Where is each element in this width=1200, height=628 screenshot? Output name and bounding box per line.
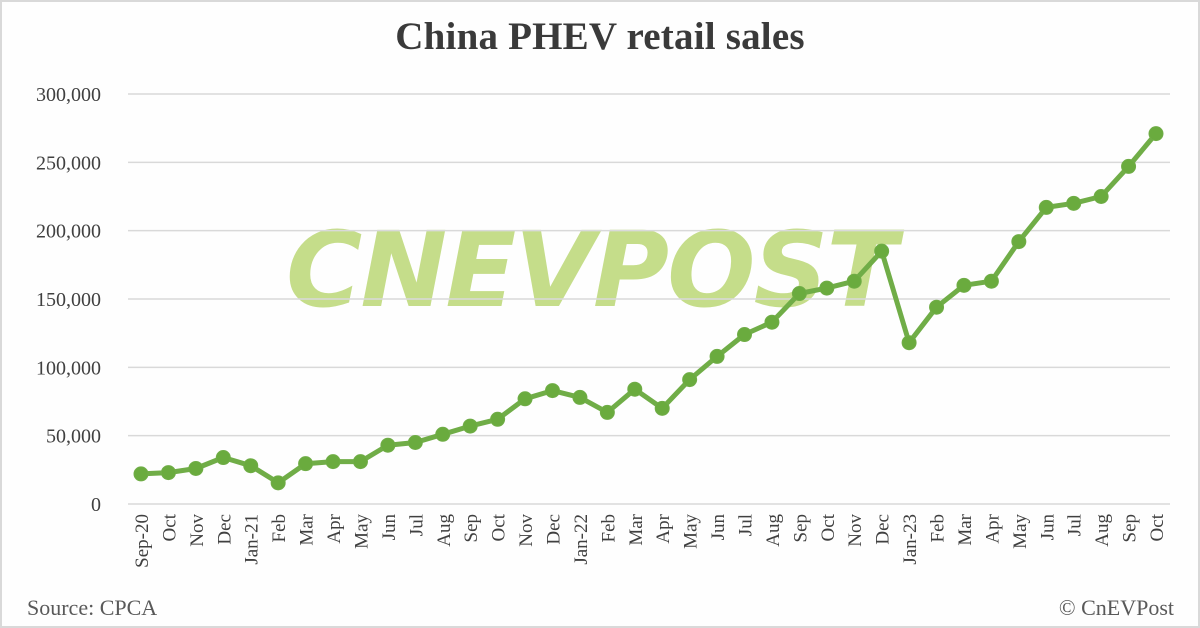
gridlines: [128, 93, 1170, 505]
data-point-marker: [983, 273, 999, 289]
source-note: Source: CPCA: [27, 595, 158, 620]
x-tick-label: Aug: [434, 514, 455, 547]
data-point-marker: [462, 418, 478, 434]
x-tick-label: Nov: [516, 514, 537, 547]
x-tick-label: Feb: [269, 514, 290, 543]
data-point-marker: [298, 456, 314, 472]
x-tick-label: May: [681, 514, 702, 549]
data-point-marker: [1066, 195, 1082, 211]
y-axis-ticks: 0 50,000 100,000 150,000 200,000 250,000 300,0…: [36, 84, 101, 516]
x-tick-label: Apr: [653, 513, 674, 543]
x-tick-label: Mar: [626, 513, 647, 545]
x-tick-label: Jan-23: [900, 514, 921, 565]
data-point-marker: [1093, 189, 1109, 204]
data-point-marker: [791, 286, 807, 302]
data-point-marker: [737, 327, 753, 343]
data-point-marker: [874, 243, 890, 259]
x-tick-label: Jan-21: [242, 514, 263, 565]
data-point-marker: [325, 454, 341, 470]
x-tick-label: Aug: [1092, 514, 1113, 547]
data-point-marker: [1121, 158, 1137, 174]
data-point-marker: [544, 383, 560, 399]
x-tick-label: Dec: [214, 514, 235, 545]
x-tick-label: Oct: [818, 513, 839, 541]
x-tick-label: May: [1010, 514, 1031, 549]
x-tick-label: Mar: [955, 513, 976, 545]
data-point-marker: [188, 460, 204, 476]
y-tick-label: 200,000: [36, 221, 101, 243]
y-tick-label: 50,000: [46, 426, 101, 448]
data-point-marker: [599, 404, 615, 420]
x-axis-ticks: Sep-20 Oct Nov Dec Jan-21 Feb Mar Apr May Jun Jul A…: [132, 513, 1168, 568]
data-point-marker: [243, 458, 259, 474]
x-tick-label: Sep-20: [132, 514, 153, 568]
data-point-marker: [572, 389, 588, 405]
x-tick-label: Sep: [461, 514, 482, 543]
x-tick-label: Jun: [1037, 514, 1058, 541]
x-tick-label: Jun: [379, 514, 400, 541]
data-point-marker: [380, 437, 396, 453]
chart-title: China PHEV retail sales: [395, 15, 805, 58]
x-tick-label: Oct: [1147, 513, 1168, 541]
data-point-marker: [846, 273, 862, 289]
data-series: [133, 126, 1164, 491]
watermark: CNEVPOST: [286, 209, 906, 331]
x-tick-label: May: [351, 514, 372, 549]
data-point-marker: [407, 435, 423, 450]
y-tick-label: 300,000: [36, 84, 101, 106]
x-tick-label: Feb: [598, 514, 619, 543]
x-tick-label: Oct: [489, 513, 510, 541]
data-point-marker: [627, 381, 643, 397]
x-tick-label: Sep: [790, 514, 811, 543]
x-tick-label: Aug: [763, 514, 784, 547]
data-point-marker: [819, 280, 835, 296]
data-point-marker: [133, 466, 149, 482]
data-point-marker: [709, 348, 725, 364]
x-tick-label: Jul: [406, 514, 427, 536]
copyright-credit: © CnEVPost: [1058, 595, 1174, 620]
data-point-marker: [929, 299, 945, 315]
data-point-marker: [270, 475, 286, 491]
data-point-marker: [517, 391, 533, 407]
data-point-marker: [956, 277, 972, 293]
data-point-marker: [1148, 126, 1164, 142]
data-point-marker: [682, 372, 698, 388]
x-tick-label: Apr: [982, 513, 1003, 543]
data-point-marker: [215, 450, 231, 466]
x-tick-label: Jan-22: [571, 514, 592, 565]
data-point-marker: [654, 400, 670, 416]
x-tick-label: Jul: [736, 514, 757, 536]
x-tick-label: Mar: [297, 513, 318, 545]
x-tick-label: Nov: [845, 514, 866, 547]
x-tick-label: Oct: [159, 513, 180, 541]
x-tick-label: Dec: [873, 514, 894, 545]
x-tick-label: Dec: [543, 514, 564, 545]
data-point-marker: [435, 426, 451, 442]
data-point-marker: [764, 314, 780, 330]
data-point-marker: [490, 411, 506, 427]
data-point-marker: [901, 335, 917, 351]
x-tick-label: Jul: [1065, 514, 1086, 536]
x-tick-label: Jun: [708, 514, 729, 541]
cnevpost-watermark: CNEVPOST: [286, 209, 904, 331]
y-tick-label: 250,000: [36, 152, 101, 174]
data-point-marker: [160, 465, 176, 481]
x-tick-label: Nov: [187, 514, 208, 547]
data-point-marker: [1011, 234, 1027, 250]
x-tick-label: Feb: [928, 514, 949, 543]
data-point-marker: [1038, 199, 1054, 215]
y-tick-label: 100,000: [36, 357, 101, 379]
x-tick-label: Apr: [324, 513, 345, 543]
y-tick-label: 0: [91, 494, 101, 516]
x-tick-label: Sep: [1120, 514, 1141, 543]
data-point-marker: [352, 454, 368, 470]
y-tick-label: 150,000: [36, 289, 101, 311]
